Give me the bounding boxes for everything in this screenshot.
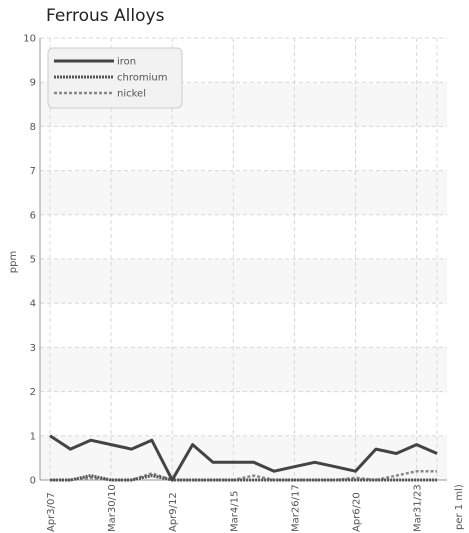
plot-band — [40, 347, 447, 392]
x-tick-label: Mar26/17 — [290, 484, 301, 532]
y-tick-label: 0 — [30, 476, 36, 487]
series-line-iron — [49, 434, 438, 482]
x-tick-label: Mar31/23 — [413, 484, 424, 532]
series-line-chromium — [50, 474, 437, 482]
plot-band — [40, 391, 447, 436]
x-tick-label: Mar30/10 — [107, 484, 118, 532]
plot-band — [40, 259, 447, 304]
plot-band — [40, 126, 447, 171]
x-axis-label-partial: per 1 ml) — [454, 484, 465, 530]
legend-label-iron: iron — [117, 57, 136, 68]
x-tick-label: Apr9/12 — [168, 492, 179, 532]
y-tick-label: 5 — [30, 255, 36, 266]
plot-band — [40, 170, 447, 215]
y-tick-label: 1 — [30, 431, 36, 442]
x-tick-label: Apr6/20 — [352, 492, 363, 532]
legend-label-nickel: nickel — [117, 89, 146, 100]
plot-band — [40, 303, 447, 348]
y-axis-label: ppm — [8, 251, 19, 273]
plot-band — [40, 214, 447, 259]
y-tick-label: 2 — [30, 387, 36, 398]
series-layer — [49, 434, 438, 482]
y-tick-label: 8 — [30, 122, 36, 133]
y-tick-label: 4 — [30, 299, 36, 310]
x-tick-label: Mar4/15 — [229, 491, 240, 532]
y-tick-label: 6 — [30, 210, 36, 221]
x-tick-label: Apr3/07 — [46, 492, 57, 532]
y-tick-label: 7 — [30, 166, 36, 177]
plot-background — [40, 38, 447, 480]
y-tick-label: 10 — [23, 34, 36, 45]
gridlines — [39, 37, 447, 481]
legend: iron chromium nickel — [47, 47, 183, 109]
y-tick-label: 9 — [30, 78, 36, 89]
chart-title: Ferrous Alloys — [46, 6, 165, 26]
y-tick-label: 3 — [30, 343, 36, 354]
legend-label-chromium: chromium — [117, 73, 167, 84]
x-tick-labels: Apr3/07 Mar30/10 Apr9/12 Mar4/15 Mar26/17 Apr… — [46, 484, 424, 532]
y-tick-labels: 0 1 2 3 4 5 6 7 8 9 10 — [23, 34, 36, 487]
